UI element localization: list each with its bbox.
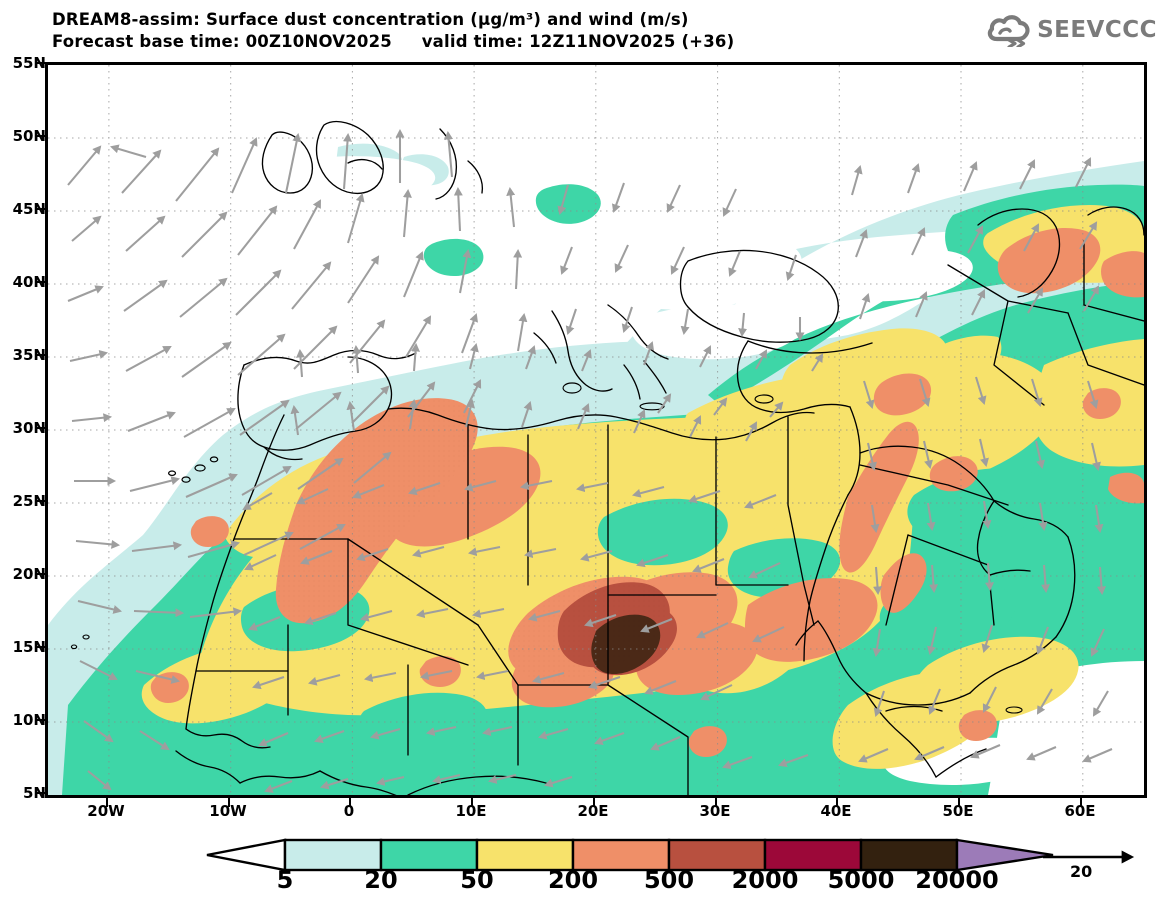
x-axis-tick <box>106 798 108 807</box>
y-axis-tick <box>36 135 45 137</box>
x-axis-label: 0 <box>343 802 355 820</box>
colorbar-band-2 <box>379 838 479 872</box>
colorbar-swatches <box>206 838 1054 872</box>
x-axis-label: 40E <box>820 802 852 820</box>
x-axis-tick <box>958 798 960 807</box>
y-axis-tick <box>36 500 45 502</box>
colorbar-label: 50 <box>460 866 494 894</box>
wind-scale-label: 20 <box>1070 862 1093 881</box>
x-axis-tick <box>593 798 595 807</box>
y-axis-label: 40N <box>12 273 46 291</box>
title-line-2: Forecast base time: 00Z10NOV2025 valid t… <box>52 32 735 51</box>
y-axis-label: 20N <box>12 565 46 583</box>
y-axis-label: 45N <box>12 200 46 218</box>
colorbar-label: 20 <box>364 866 398 894</box>
title-line-1: DREAM8-assim: Surface dust concentration… <box>52 10 689 29</box>
y-axis-tick <box>36 573 45 575</box>
x-axis-label: 60E <box>1064 802 1096 820</box>
x-axis-tick <box>349 798 351 807</box>
wind-scale-arrow <box>1043 850 1135 864</box>
y-axis-tick <box>36 354 45 356</box>
colorbar-band-5 <box>667 838 767 872</box>
y-axis-label: 30N <box>12 419 46 437</box>
map-gridlines <box>48 65 1144 795</box>
y-axis-label: 10N <box>12 711 46 729</box>
y-axis-tick <box>36 62 45 64</box>
y-axis-tick <box>36 646 45 648</box>
colorbar-label: 500 <box>643 866 695 894</box>
x-axis-tick <box>1080 798 1082 807</box>
y-axis-tick <box>36 281 45 283</box>
x-axis-label: 20W <box>87 802 125 820</box>
colorbar-over-arrow <box>955 838 1054 872</box>
y-axis-tick <box>36 208 45 210</box>
y-axis-tick <box>36 792 45 794</box>
y-axis-label: 35N <box>12 346 46 364</box>
colorbar-label: 5000 <box>827 866 895 894</box>
x-axis-label: 50E <box>942 802 974 820</box>
x-axis-tick <box>471 798 473 807</box>
colorbar-band-3 <box>475 838 575 872</box>
wind-vector-field <box>67 128 1113 793</box>
map-coastlines <box>70 120 1144 795</box>
cloud-icon <box>987 15 1030 47</box>
colorbar-label: 20000 <box>915 866 999 894</box>
dust-concentration-map <box>45 62 1147 798</box>
colorbar: 5 20 50 200 500 2000 5000 20000 20 <box>0 838 1165 907</box>
logo-text: SEEVCCC <box>1037 17 1157 43</box>
colorbar-band-1 <box>283 838 383 872</box>
x-axis-label: 10E <box>455 802 487 820</box>
y-axis-label: 15N <box>12 638 46 656</box>
y-axis-tick <box>36 427 45 429</box>
colorbar-label: 2000 <box>731 866 799 894</box>
map-canvas <box>48 65 1144 795</box>
x-axis-label: 30E <box>699 802 731 820</box>
x-axis-tick <box>836 798 838 807</box>
colorbar-label: 200 <box>547 866 599 894</box>
colorbar-under-arrow <box>206 838 287 872</box>
y-axis-tick <box>36 719 45 721</box>
x-axis-tick <box>715 798 717 807</box>
x-axis-tick <box>228 798 230 807</box>
colorbar-band-6 <box>763 838 863 872</box>
x-axis-label: 20E <box>577 802 609 820</box>
y-axis-label: 25N <box>12 492 46 510</box>
y-axis-label: 5N <box>23 784 46 802</box>
y-axis-label: 50N <box>12 127 46 145</box>
seevccc-logo: SEEVCCC <box>987 9 1157 51</box>
x-axis-label: 10W <box>209 802 247 820</box>
y-axis-label: 55N <box>12 54 46 72</box>
colorbar-label: 5 <box>276 866 294 894</box>
